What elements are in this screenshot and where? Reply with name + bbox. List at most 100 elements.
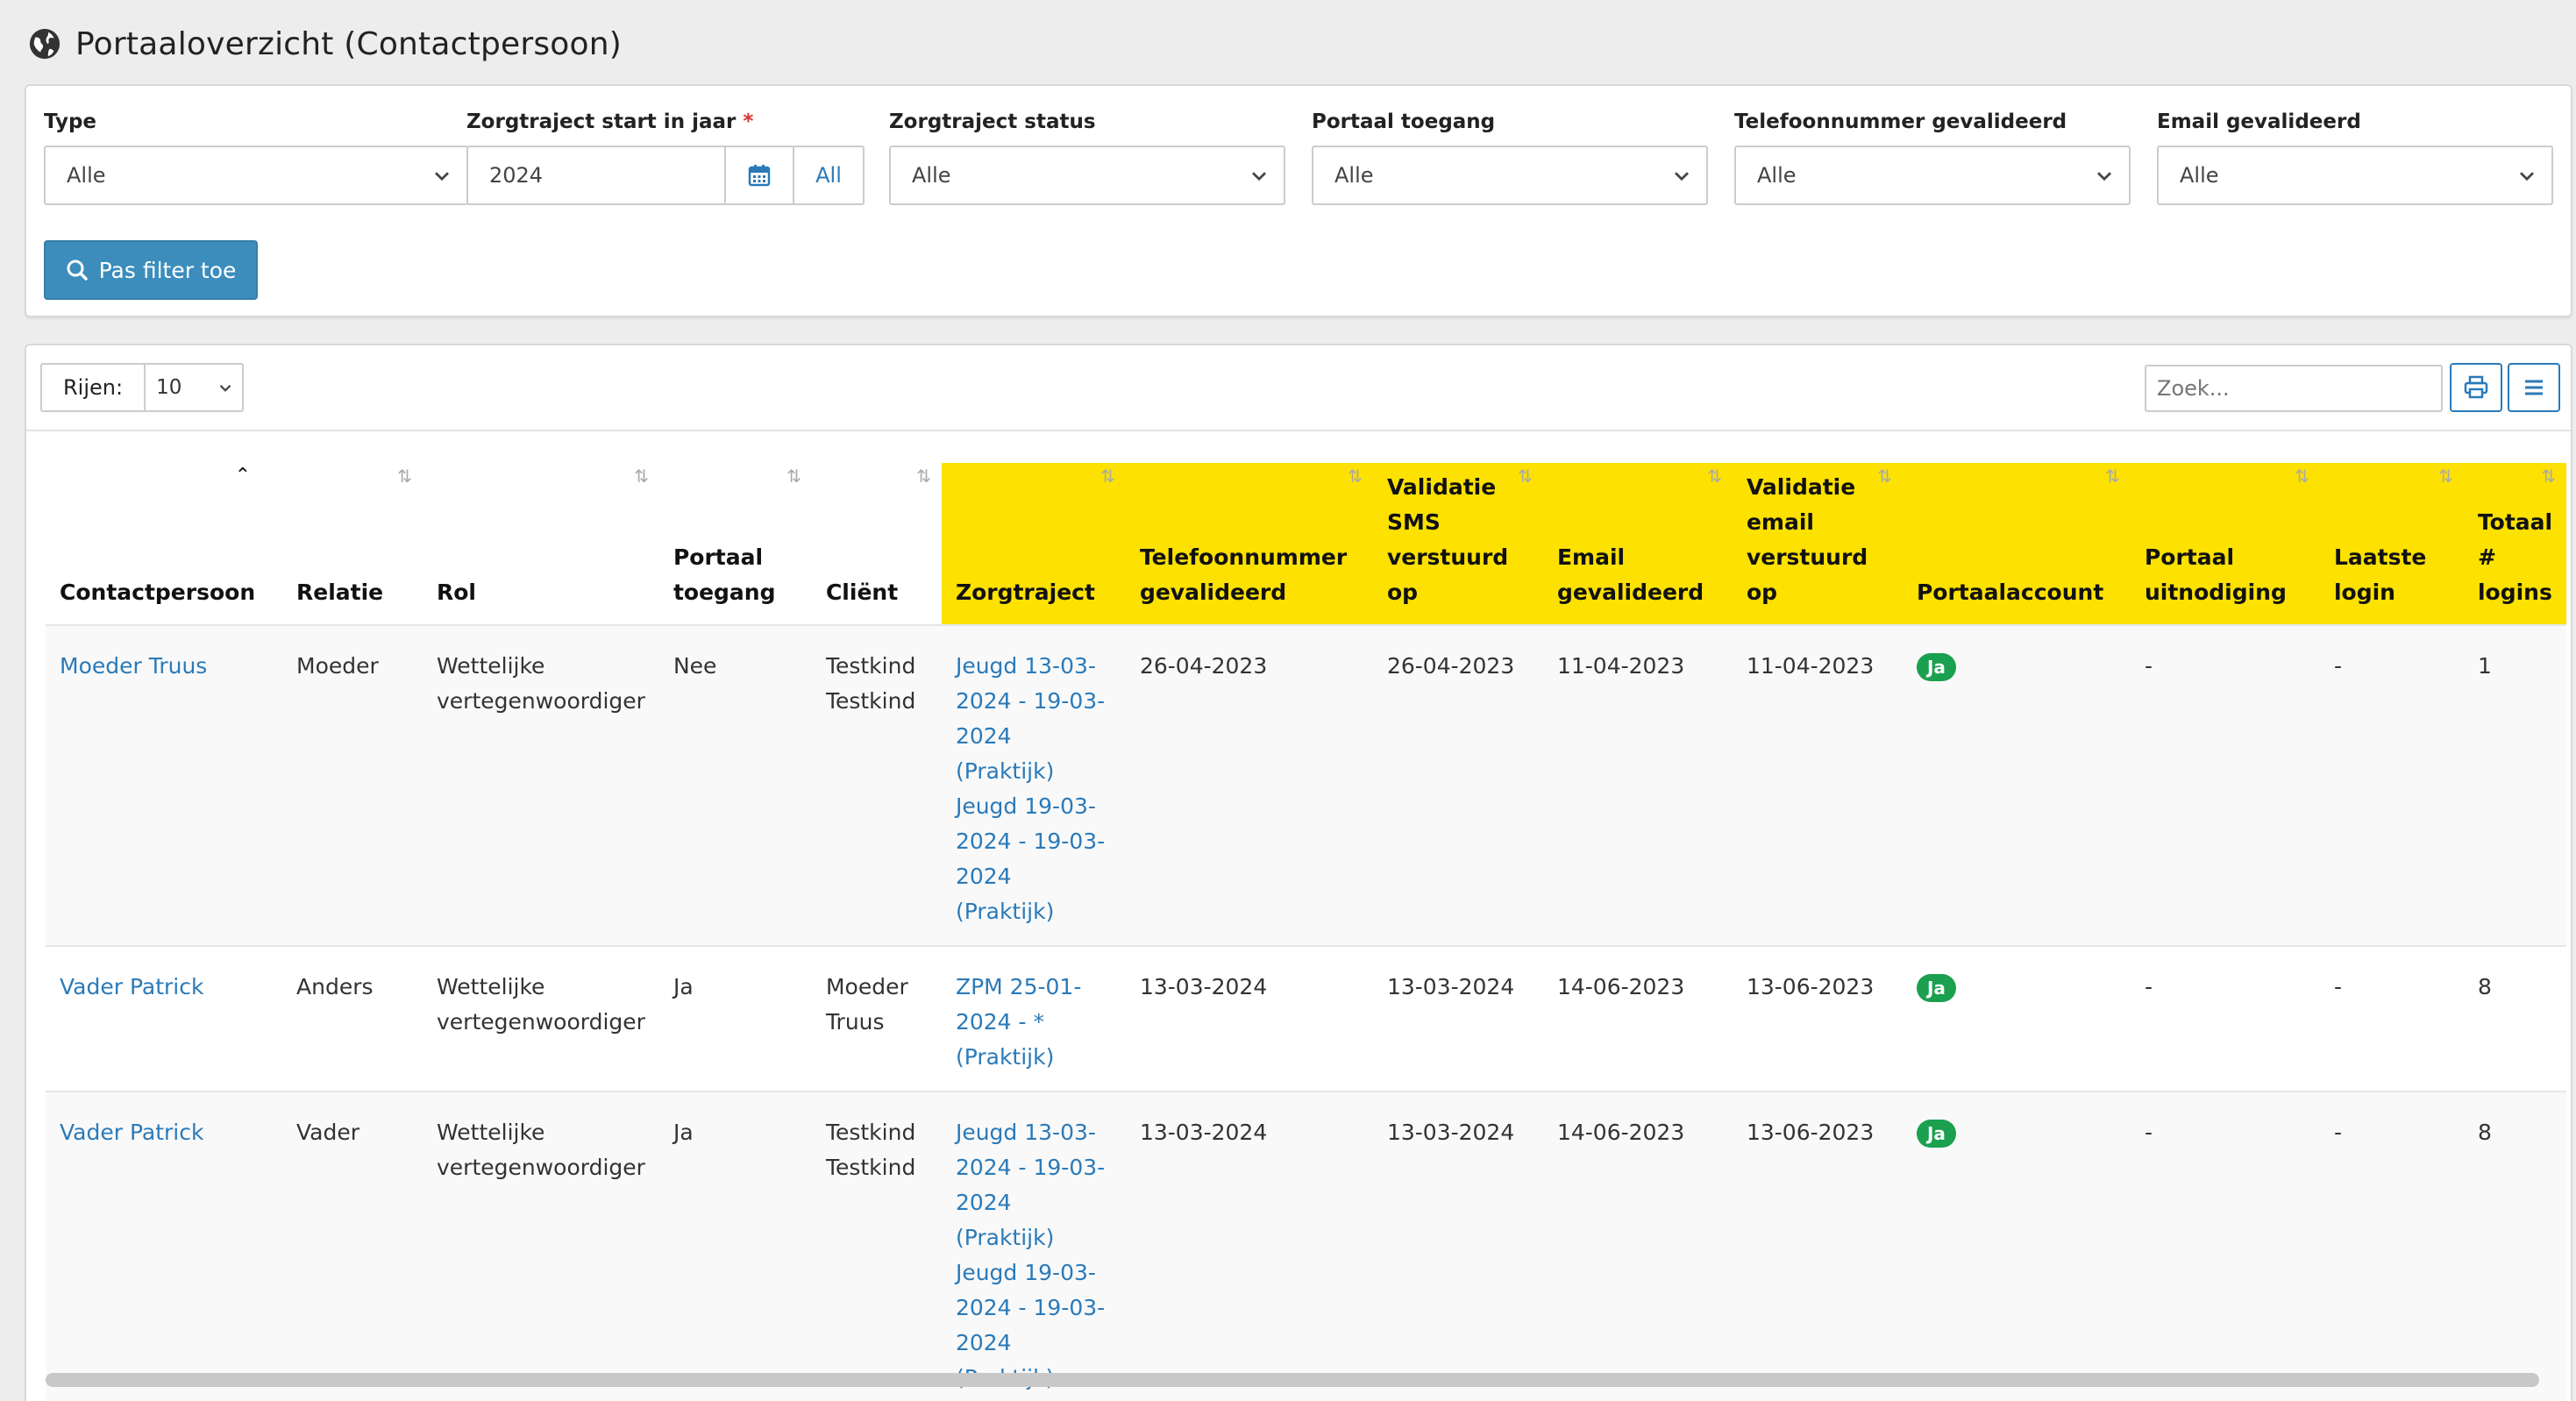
column-header[interactable]: ⇅ Portaalaccount xyxy=(1902,463,2131,625)
globe-icon xyxy=(29,28,60,60)
rows-select-value: 10 xyxy=(156,376,182,399)
sort-icon: ⇅ xyxy=(1100,466,1115,487)
status-badge: Ja xyxy=(1916,653,1956,681)
role-cell: Wettelijke vertegenwoordiger xyxy=(423,624,659,946)
rows-per-page: Rijen: 10 xyxy=(40,363,245,412)
table-row: Vader Patrick Vader Wettelijke vertegenw… xyxy=(46,1091,2567,1401)
total-logins-cell: 8 xyxy=(2463,945,2567,1092)
apply-filter-label: Pas filter toe xyxy=(98,257,237,283)
type-select[interactable]: Alle xyxy=(44,146,468,205)
sms-sent-cell: 13-03-2024 xyxy=(1372,945,1543,1092)
column-header[interactable]: ⌃ Contactpersoon xyxy=(60,465,256,605)
filter-email-validated-label: Email gevalideerd xyxy=(2157,110,2361,133)
column-header[interactable]: ⇅ Validatie email verstuurd op xyxy=(1732,463,1903,625)
table-header-row: ⌃ Contactpersoon ⇅ Relatie ⇅ Rol ⇅ Portaal t… xyxy=(46,463,2567,625)
calendar-icon xyxy=(748,165,771,187)
rows-label: Rijen: xyxy=(40,363,146,412)
filter-year-label-text: Zorgtraject start in jaar xyxy=(466,110,737,133)
list-icon xyxy=(2525,380,2543,395)
email-validated-select-value: Alle xyxy=(2180,163,2219,188)
year-input-group: 2024 All xyxy=(466,146,866,205)
chevron-down-icon xyxy=(219,385,231,392)
column-header[interactable]: ⇅ Validatie SMS verstuurd op xyxy=(1372,463,1543,625)
care-trajectory-link[interactable]: Jeugd 13-03-2024 - 19-03-2024 (Praktijk) xyxy=(955,653,1106,784)
chevron-down-icon xyxy=(2520,172,2534,181)
table-row: Moeder Truus Moeder Wettelijke vertegenw… xyxy=(46,624,2567,946)
column-header[interactable]: ⇅ Relatie xyxy=(282,463,423,625)
all-years-button[interactable]: All xyxy=(794,146,865,205)
rows-select[interactable]: 10 xyxy=(146,363,245,412)
columns-menu-button[interactable] xyxy=(2508,363,2560,412)
phone-validated-cell: 13-03-2024 xyxy=(1125,1091,1373,1401)
care-trajectory-cell: Jeugd 13-03-2024 - 19-03-2024 (Praktijk)… xyxy=(941,624,1126,946)
filter-year: Zorgtraject start in jaar * 2024 All xyxy=(466,109,866,205)
column-header[interactable]: ⇅ Portaal uitnodiging xyxy=(2130,463,2320,625)
sort-icon: ⇅ xyxy=(786,466,801,487)
filter-year-label: Zorgtraject start in jaar * xyxy=(466,109,866,135)
column-header[interactable]: ⇅ Telefoonnummer gevalideerd xyxy=(1125,463,1373,625)
portal-invitation-cell: - xyxy=(2130,624,2320,946)
column-header[interactable]: ⇅ Portaal toegang xyxy=(659,463,812,625)
sort-icon: ⇅ xyxy=(397,466,412,487)
column-header[interactable]: ⇅ Laatste login xyxy=(2319,463,2464,625)
last-login-cell: - xyxy=(2319,945,2464,1092)
care-trajectory-link[interactable]: Jeugd 19-03-2024 - 19-03-2024 (Praktijk) xyxy=(955,793,1106,924)
column-header[interactable]: ⇅ Rol xyxy=(423,463,659,625)
filter-portal-access: Portaal toegang Alle xyxy=(1312,109,1708,205)
portal-account-cell: Ja xyxy=(1902,1091,2131,1401)
sort-icon: ⇅ xyxy=(1348,466,1363,487)
care-trajectory-cell: ZPM 25-01-2024 - * (Praktijk) xyxy=(941,945,1126,1092)
contact-link[interactable]: Vader Patrick xyxy=(60,974,204,999)
chevron-down-icon xyxy=(2097,172,2111,181)
column-header[interactable]: ⇅ Cliënt xyxy=(812,463,942,625)
last-login-cell: - xyxy=(2319,1091,2464,1401)
phone-validated-cell: 13-03-2024 xyxy=(1125,945,1373,1092)
care-trajectory-link[interactable]: Jeugd 13-03-2024 - 19-03-2024 (Praktijk) xyxy=(955,1120,1106,1250)
year-input[interactable]: 2024 xyxy=(466,146,726,205)
table-toolbar: Rijen: 10 xyxy=(26,345,2571,431)
search-input[interactable] xyxy=(2145,365,2443,412)
phone-validated-select[interactable]: Alle xyxy=(1734,146,2131,205)
sort-ascending-icon: ⌃ xyxy=(234,465,251,487)
phone-validated-cell: 26-04-2023 xyxy=(1125,624,1373,946)
status-select-value: Alle xyxy=(912,163,951,188)
print-button[interactable] xyxy=(2450,363,2502,412)
column-header[interactable]: ⇅ Totaal # logins xyxy=(2463,463,2567,625)
care-trajectory-cell: Jeugd 13-03-2024 - 19-03-2024 (Praktijk)… xyxy=(941,1091,1126,1401)
sort-icon: ⇅ xyxy=(2541,466,2557,487)
filter-type-label: Type xyxy=(44,110,97,133)
column-header[interactable]: ⇅ Email gevalideerd xyxy=(1542,463,1733,625)
apply-filter-button[interactable]: Pas filter toe xyxy=(44,240,258,300)
email-validated-select[interactable]: Alle xyxy=(2157,146,2553,205)
portal-invitation-cell: - xyxy=(2130,945,2320,1092)
status-select[interactable]: Alle xyxy=(889,146,1285,205)
calendar-button[interactable] xyxy=(726,146,794,205)
client-cell: Moeder Truus xyxy=(811,945,942,1092)
sort-icon: ⇅ xyxy=(1877,466,1892,487)
care-trajectory-link[interactable]: ZPM 25-01-2024 - * (Praktijk) xyxy=(955,974,1082,1070)
sort-icon: ⇅ xyxy=(2295,466,2309,487)
sort-icon: ⇅ xyxy=(1707,466,1722,487)
column-header[interactable]: ⇅ Zorgtraject xyxy=(941,463,1126,625)
filter-portal-access-label: Portaal toegang xyxy=(1312,110,1496,133)
care-trajectory-link[interactable]: Jeugd 19-03-2024 - 19-03-2024 (Praktijk) xyxy=(955,1260,1106,1390)
horizontal-scrollbar[interactable] xyxy=(46,1373,2539,1387)
portal-access-select[interactable]: Alle xyxy=(1312,146,1708,205)
contact-link[interactable]: Vader Patrick xyxy=(60,1120,204,1145)
client-cell: Testkind Testkind xyxy=(811,1091,942,1401)
results-table: ⌃ Contactpersoon ⇅ Relatie ⇅ Rol ⇅ Portaal t… xyxy=(46,463,2567,1401)
contact-link[interactable]: Moeder Truus xyxy=(60,653,208,679)
phone-validated-select-value: Alle xyxy=(1757,163,1797,188)
portal-access-cell: Nee xyxy=(658,624,812,946)
portal-access-cell: Ja xyxy=(658,945,812,1092)
client-cell: Testkind Testkind xyxy=(811,624,942,946)
filter-type: Type Alle xyxy=(44,109,468,205)
sort-icon: ⇅ xyxy=(2105,466,2120,487)
role-cell: Wettelijke vertegenwoordiger xyxy=(423,945,659,1092)
portal-access-select-value: Alle xyxy=(1334,163,1374,188)
sort-icon: ⇅ xyxy=(1518,466,1533,487)
email-validated-cell: 11-04-2023 xyxy=(1542,624,1733,946)
required-mark: * xyxy=(743,110,754,133)
status-badge: Ja xyxy=(1916,974,1956,1002)
type-select-value: Alle xyxy=(67,163,106,188)
